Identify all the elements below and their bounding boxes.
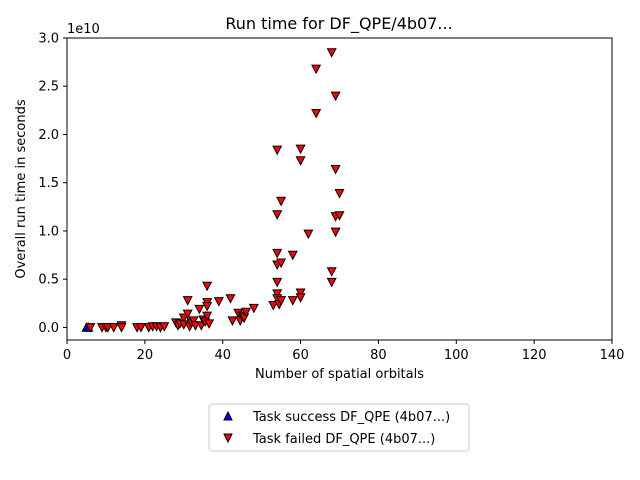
- failed-point: [204, 319, 215, 329]
- y-tick-label: 2.5: [38, 80, 59, 95]
- x-tick-label: 20: [137, 348, 154, 363]
- failed-point: [330, 164, 341, 175]
- failed-point: [334, 211, 345, 221]
- y-tick-label: 0.0: [38, 321, 59, 336]
- failed-point: [311, 64, 322, 75]
- failed-point: [287, 250, 298, 261]
- x-tick-label: 120: [522, 348, 547, 363]
- failed-point: [330, 227, 341, 238]
- x-tick-label: 140: [600, 348, 625, 363]
- failed-point: [276, 196, 287, 207]
- legend-marker-failed: [223, 433, 233, 444]
- failed-point: [213, 297, 224, 307]
- failed-point: [248, 303, 259, 314]
- failed-point: [272, 248, 283, 259]
- failed-point: [311, 108, 322, 119]
- failed-point: [135, 323, 146, 333]
- failed-point: [330, 91, 341, 102]
- failed-point: [268, 300, 279, 311]
- plot-area-frame: [66, 37, 613, 341]
- legend-marker-success: [223, 410, 233, 421]
- legend-entry-failed: Task failed DF_QPE (4b07...): [252, 432, 435, 447]
- failed-point: [326, 267, 337, 277]
- failed-point: [194, 304, 205, 315]
- failed-point: [272, 145, 283, 156]
- x-tick-label: 40: [214, 348, 231, 363]
- legend-box: [208, 403, 470, 452]
- failed-point: [276, 258, 287, 269]
- failed-point: [108, 323, 119, 333]
- x-tick-label: 0: [63, 348, 71, 363]
- x-tick-label: 80: [370, 348, 387, 363]
- chart-title: Run time for DF_QPE/4b07...: [225, 14, 452, 34]
- y-tick-label: 1.0: [38, 224, 59, 239]
- failed-point: [303, 229, 314, 240]
- failed-point: [295, 288, 306, 298]
- failed-point: [202, 311, 213, 322]
- legend-entry-success: Task success DF_QPE (4b07...): [252, 410, 450, 425]
- y-axis-offset-label: 1e10: [67, 22, 100, 37]
- failed-point: [202, 301, 213, 312]
- failed-point: [272, 277, 283, 288]
- failed-point: [227, 316, 238, 326]
- failed-point: [241, 307, 252, 318]
- failed-point: [295, 293, 306, 303]
- y-tick-label: 1.5: [38, 176, 59, 191]
- y-tick-label: 2.0: [38, 128, 59, 143]
- failed-point: [326, 48, 337, 58]
- failed-point: [188, 316, 199, 326]
- failed-point: [182, 296, 193, 306]
- failed-point: [295, 144, 306, 155]
- failed-point: [326, 277, 337, 288]
- failed-point: [102, 323, 113, 333]
- failed-point: [85, 323, 96, 333]
- scatter-points: [81, 48, 345, 333]
- y-axis-ticks: 0.0 0.5 1.0 1.5 2.0 2.5 3.0: [38, 32, 67, 336]
- x-tick-label: 100: [444, 348, 469, 363]
- y-tick-label: 3.0: [38, 32, 59, 47]
- failed-point: [276, 296, 287, 306]
- failed-point: [225, 294, 236, 304]
- x-axis-label: Number of spatial orbitals: [255, 367, 424, 382]
- failed-point: [334, 189, 345, 199]
- x-axis-ticks: 0 20 40 60 80 100 120 140: [63, 340, 625, 363]
- failed-point: [182, 309, 193, 320]
- failed-point: [178, 313, 189, 324]
- failed-point: [116, 323, 127, 333]
- failed-point: [190, 321, 201, 331]
- chart-legend: Task success DF_QPE (4b07...) Task faile…: [208, 403, 470, 452]
- failed-point: [287, 296, 298, 306]
- y-axis-label: Overall run time in seconds: [14, 99, 29, 278]
- failed-point: [295, 156, 306, 166]
- failed-point: [272, 289, 283, 299]
- failed-point: [159, 322, 170, 332]
- failed-point: [202, 281, 213, 292]
- failed-point: [272, 210, 283, 220]
- y-tick-label: 0.5: [38, 273, 59, 288]
- x-tick-label: 60: [292, 348, 309, 363]
